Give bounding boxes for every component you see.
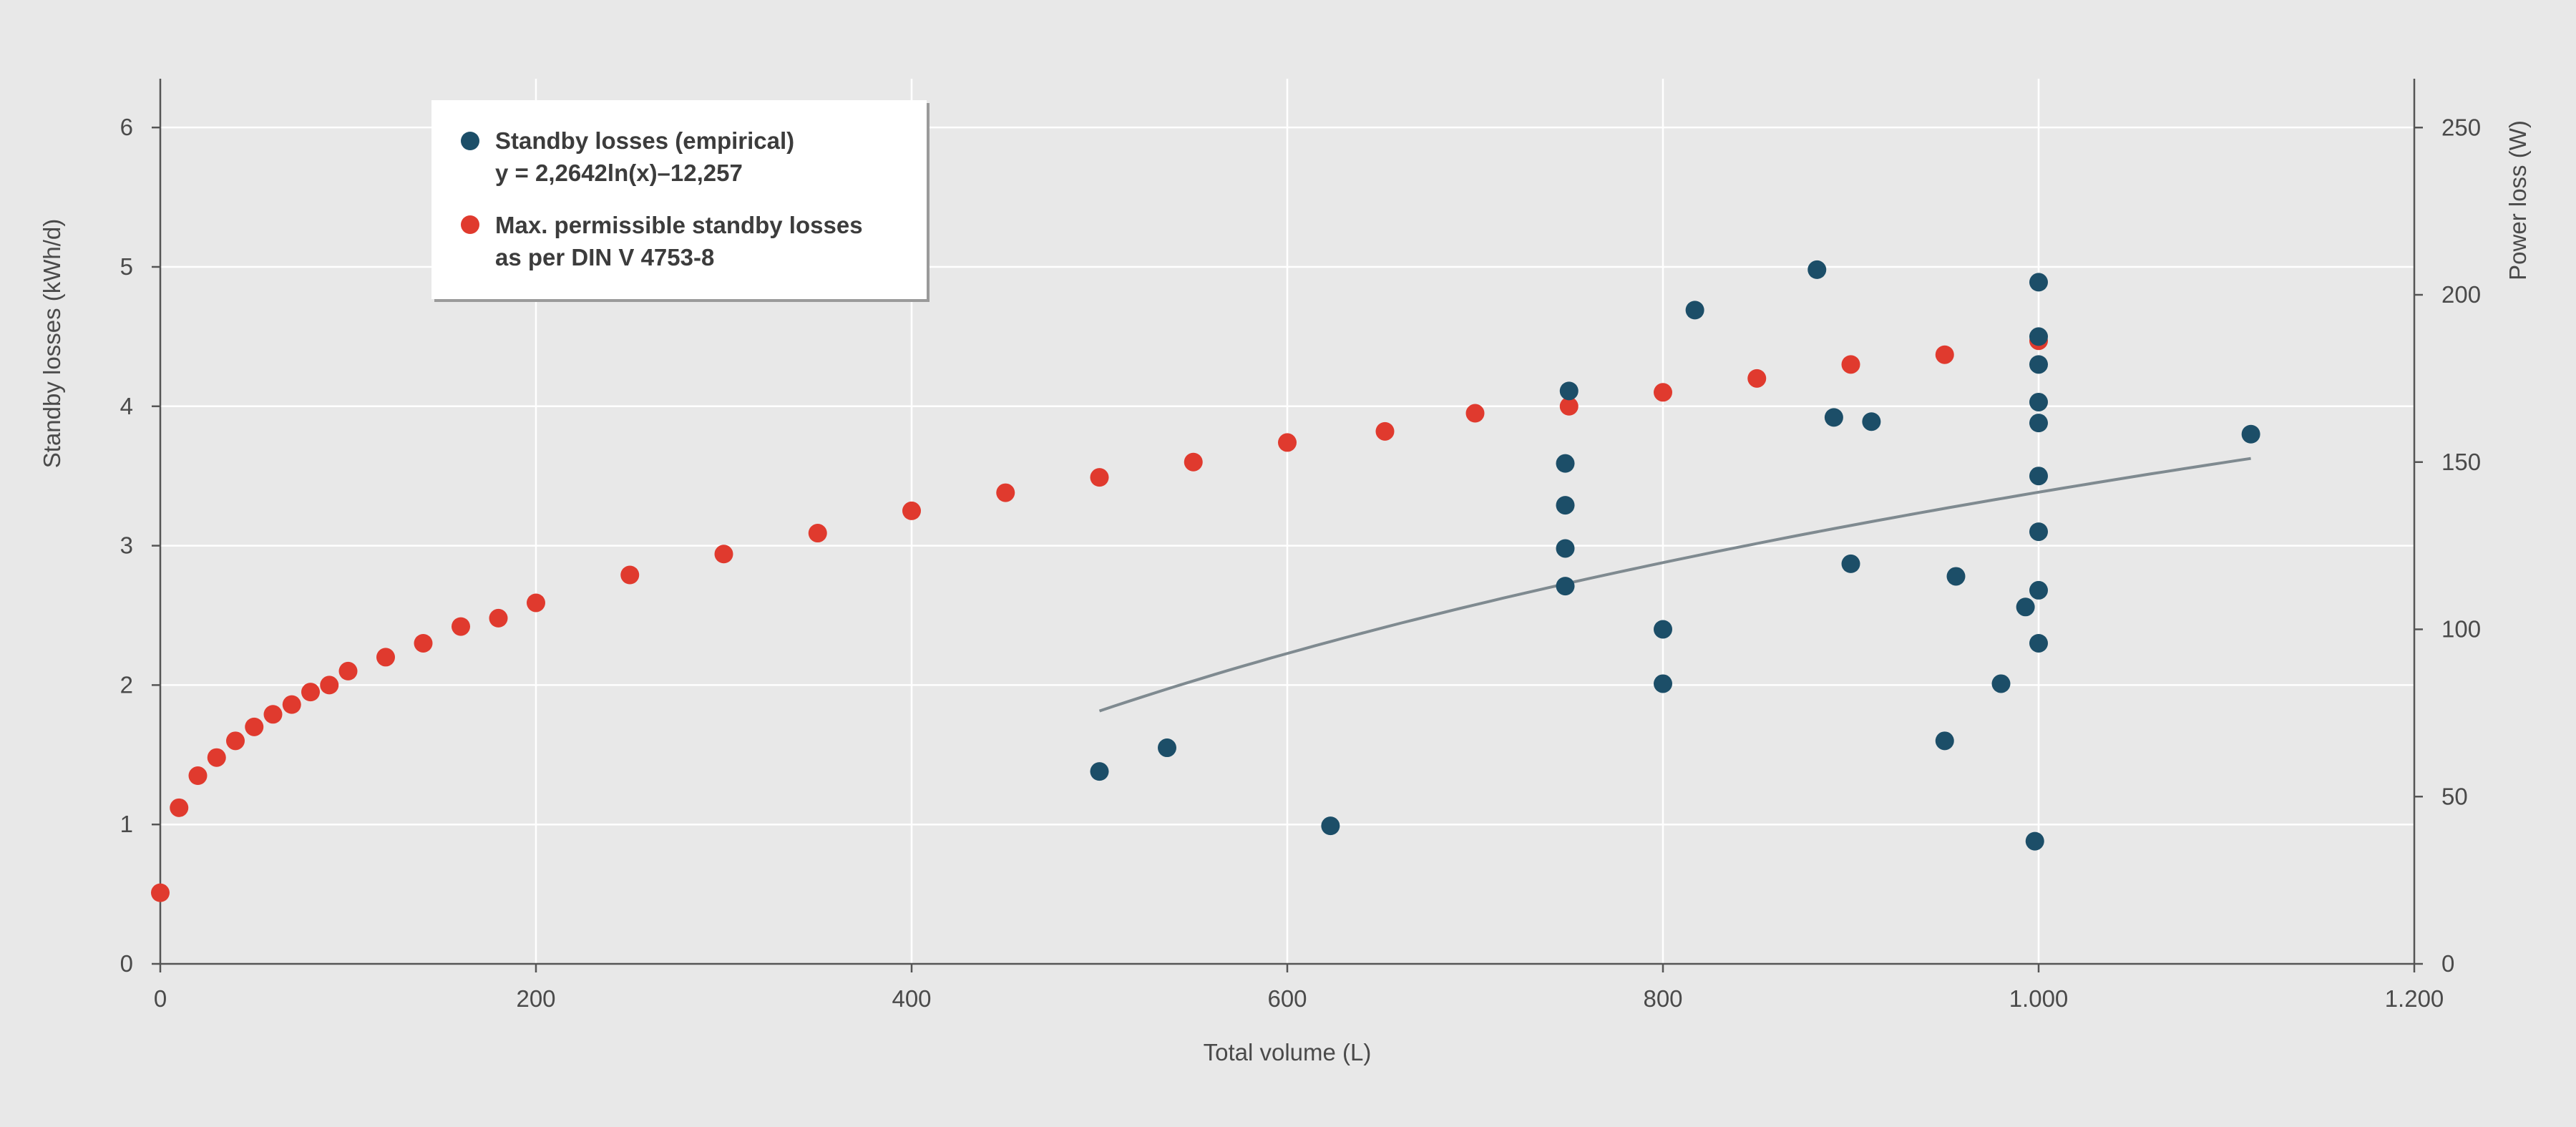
permissible-point	[207, 748, 226, 767]
permissible-point	[620, 565, 640, 585]
empirical-point	[1654, 674, 1672, 693]
permissible-point	[452, 617, 470, 636]
empirical-point	[1685, 301, 1704, 320]
y-tick-label: 4	[120, 393, 133, 419]
empirical-point	[2029, 392, 2048, 411]
legend-equation-empirical: y = 2,2642ln(x)–12,257	[495, 160, 743, 186]
permissible-point	[263, 705, 283, 724]
permissible-point	[1090, 468, 1109, 487]
legend-label-empirical: Standby losses (empirical)	[495, 127, 794, 154]
empirical-point	[1841, 554, 1860, 573]
empirical-point	[1946, 567, 1966, 586]
permissible-point	[1654, 383, 1672, 402]
y-tick-label: 2	[120, 671, 133, 698]
x-tick-label: 1.200	[2385, 985, 2444, 1012]
permissible-point	[902, 501, 921, 520]
series-empirical-points	[1090, 260, 2260, 851]
empirical-point	[1090, 762, 1109, 781]
y2-tick-label: 100	[2441, 616, 2481, 643]
permissible-point	[338, 661, 358, 680]
empirical-point	[2016, 597, 2035, 617]
empirical-point	[1556, 539, 1575, 558]
axes	[152, 79, 2423, 972]
empirical-point	[2025, 831, 2044, 851]
empirical-point	[2029, 522, 2048, 542]
empirical-point	[1654, 620, 1672, 639]
permissible-point	[282, 695, 301, 714]
empirical-point	[2029, 633, 2048, 653]
empirical-point	[1556, 577, 1575, 596]
permissible-point	[226, 731, 245, 751]
legend-marker-permissible	[461, 215, 479, 234]
permissible-point	[188, 766, 208, 786]
permissible-point	[527, 593, 545, 613]
trendline	[1098, 457, 2251, 713]
permissible-point	[245, 717, 264, 736]
y2-axis-title: Power loss (W)	[2504, 120, 2531, 280]
empirical-point	[1321, 816, 1340, 836]
permissible-point	[320, 675, 339, 695]
empirical-point	[1935, 731, 1954, 751]
permissible-point	[151, 883, 170, 902]
empirical-point	[2029, 414, 2048, 433]
empirical-point	[1158, 738, 1176, 758]
permissible-point	[1747, 369, 1767, 388]
permissible-point	[376, 648, 395, 667]
y-axis-title: Standby losses (kWh/d)	[39, 219, 65, 468]
empirical-point	[1556, 496, 1575, 515]
permissible-point	[1184, 452, 1203, 472]
empirical-point	[2029, 327, 2048, 346]
permissible-point	[1278, 433, 1297, 452]
permissible-point	[1375, 421, 1395, 441]
empirical-point	[2029, 580, 2048, 600]
empirical-point	[1556, 454, 1575, 473]
x-axis-title: Total volume (L)	[1204, 1039, 1372, 1065]
permissible-point	[1559, 396, 1579, 416]
permissible-point	[1841, 355, 1860, 374]
permissible-point	[714, 545, 733, 564]
series-permissible-points	[151, 331, 2048, 902]
y2-tick-label: 200	[2441, 281, 2481, 308]
empirical-point	[1991, 674, 2011, 693]
y2-tick-label: 50	[2441, 783, 2468, 809]
legend-label-permissible: Max. permissible standby losses	[495, 212, 863, 238]
permissible-point	[414, 633, 433, 653]
y-tick-label: 1	[120, 811, 133, 837]
tick-labels: 0 1 2 3 4 5 6 0 200 400 600 800 1.000 1.200 0 50 100 150 2…	[120, 114, 2481, 1012]
legend-box	[431, 100, 927, 299]
empirical-point	[2241, 424, 2260, 444]
x-tick-label: 200	[516, 985, 555, 1012]
x-tick-label: 800	[1643, 985, 1682, 1012]
y-tick-label: 6	[120, 114, 133, 140]
legend-label-permissible-line2: as per DIN V 4753-8	[495, 244, 714, 270]
y-tick-label: 0	[120, 950, 133, 977]
empirical-point	[2029, 273, 2048, 292]
empirical-point	[1862, 412, 1881, 431]
x-tick-label: 400	[892, 985, 931, 1012]
y-tick-label: 3	[120, 532, 133, 559]
trendline-curve	[1098, 457, 2251, 713]
empirical-point	[2029, 467, 2048, 486]
x-tick-label: 1.000	[2009, 985, 2069, 1012]
x-tick-label: 0	[154, 985, 167, 1012]
permissible-point	[489, 608, 508, 628]
empirical-point	[1807, 260, 1827, 279]
empirical-point	[2029, 355, 2048, 374]
permissible-point	[170, 798, 189, 817]
y2-tick-label: 150	[2441, 449, 2481, 475]
x-tick-label: 600	[1267, 985, 1307, 1012]
permissible-point	[996, 483, 1015, 502]
y2-tick-label: 250	[2441, 114, 2481, 140]
empirical-point	[1824, 408, 1843, 427]
legend: Standby losses (empirical) y = 2,2642ln(…	[431, 100, 930, 302]
y2-tick-label: 0	[2441, 950, 2454, 977]
permissible-point	[1935, 345, 1954, 364]
empirical-point	[1559, 381, 1579, 401]
permissible-point	[301, 683, 320, 702]
permissible-point	[1465, 404, 1485, 423]
y-tick-label: 5	[120, 253, 133, 280]
legend-marker-empirical	[461, 132, 479, 150]
permissible-point	[808, 524, 827, 543]
